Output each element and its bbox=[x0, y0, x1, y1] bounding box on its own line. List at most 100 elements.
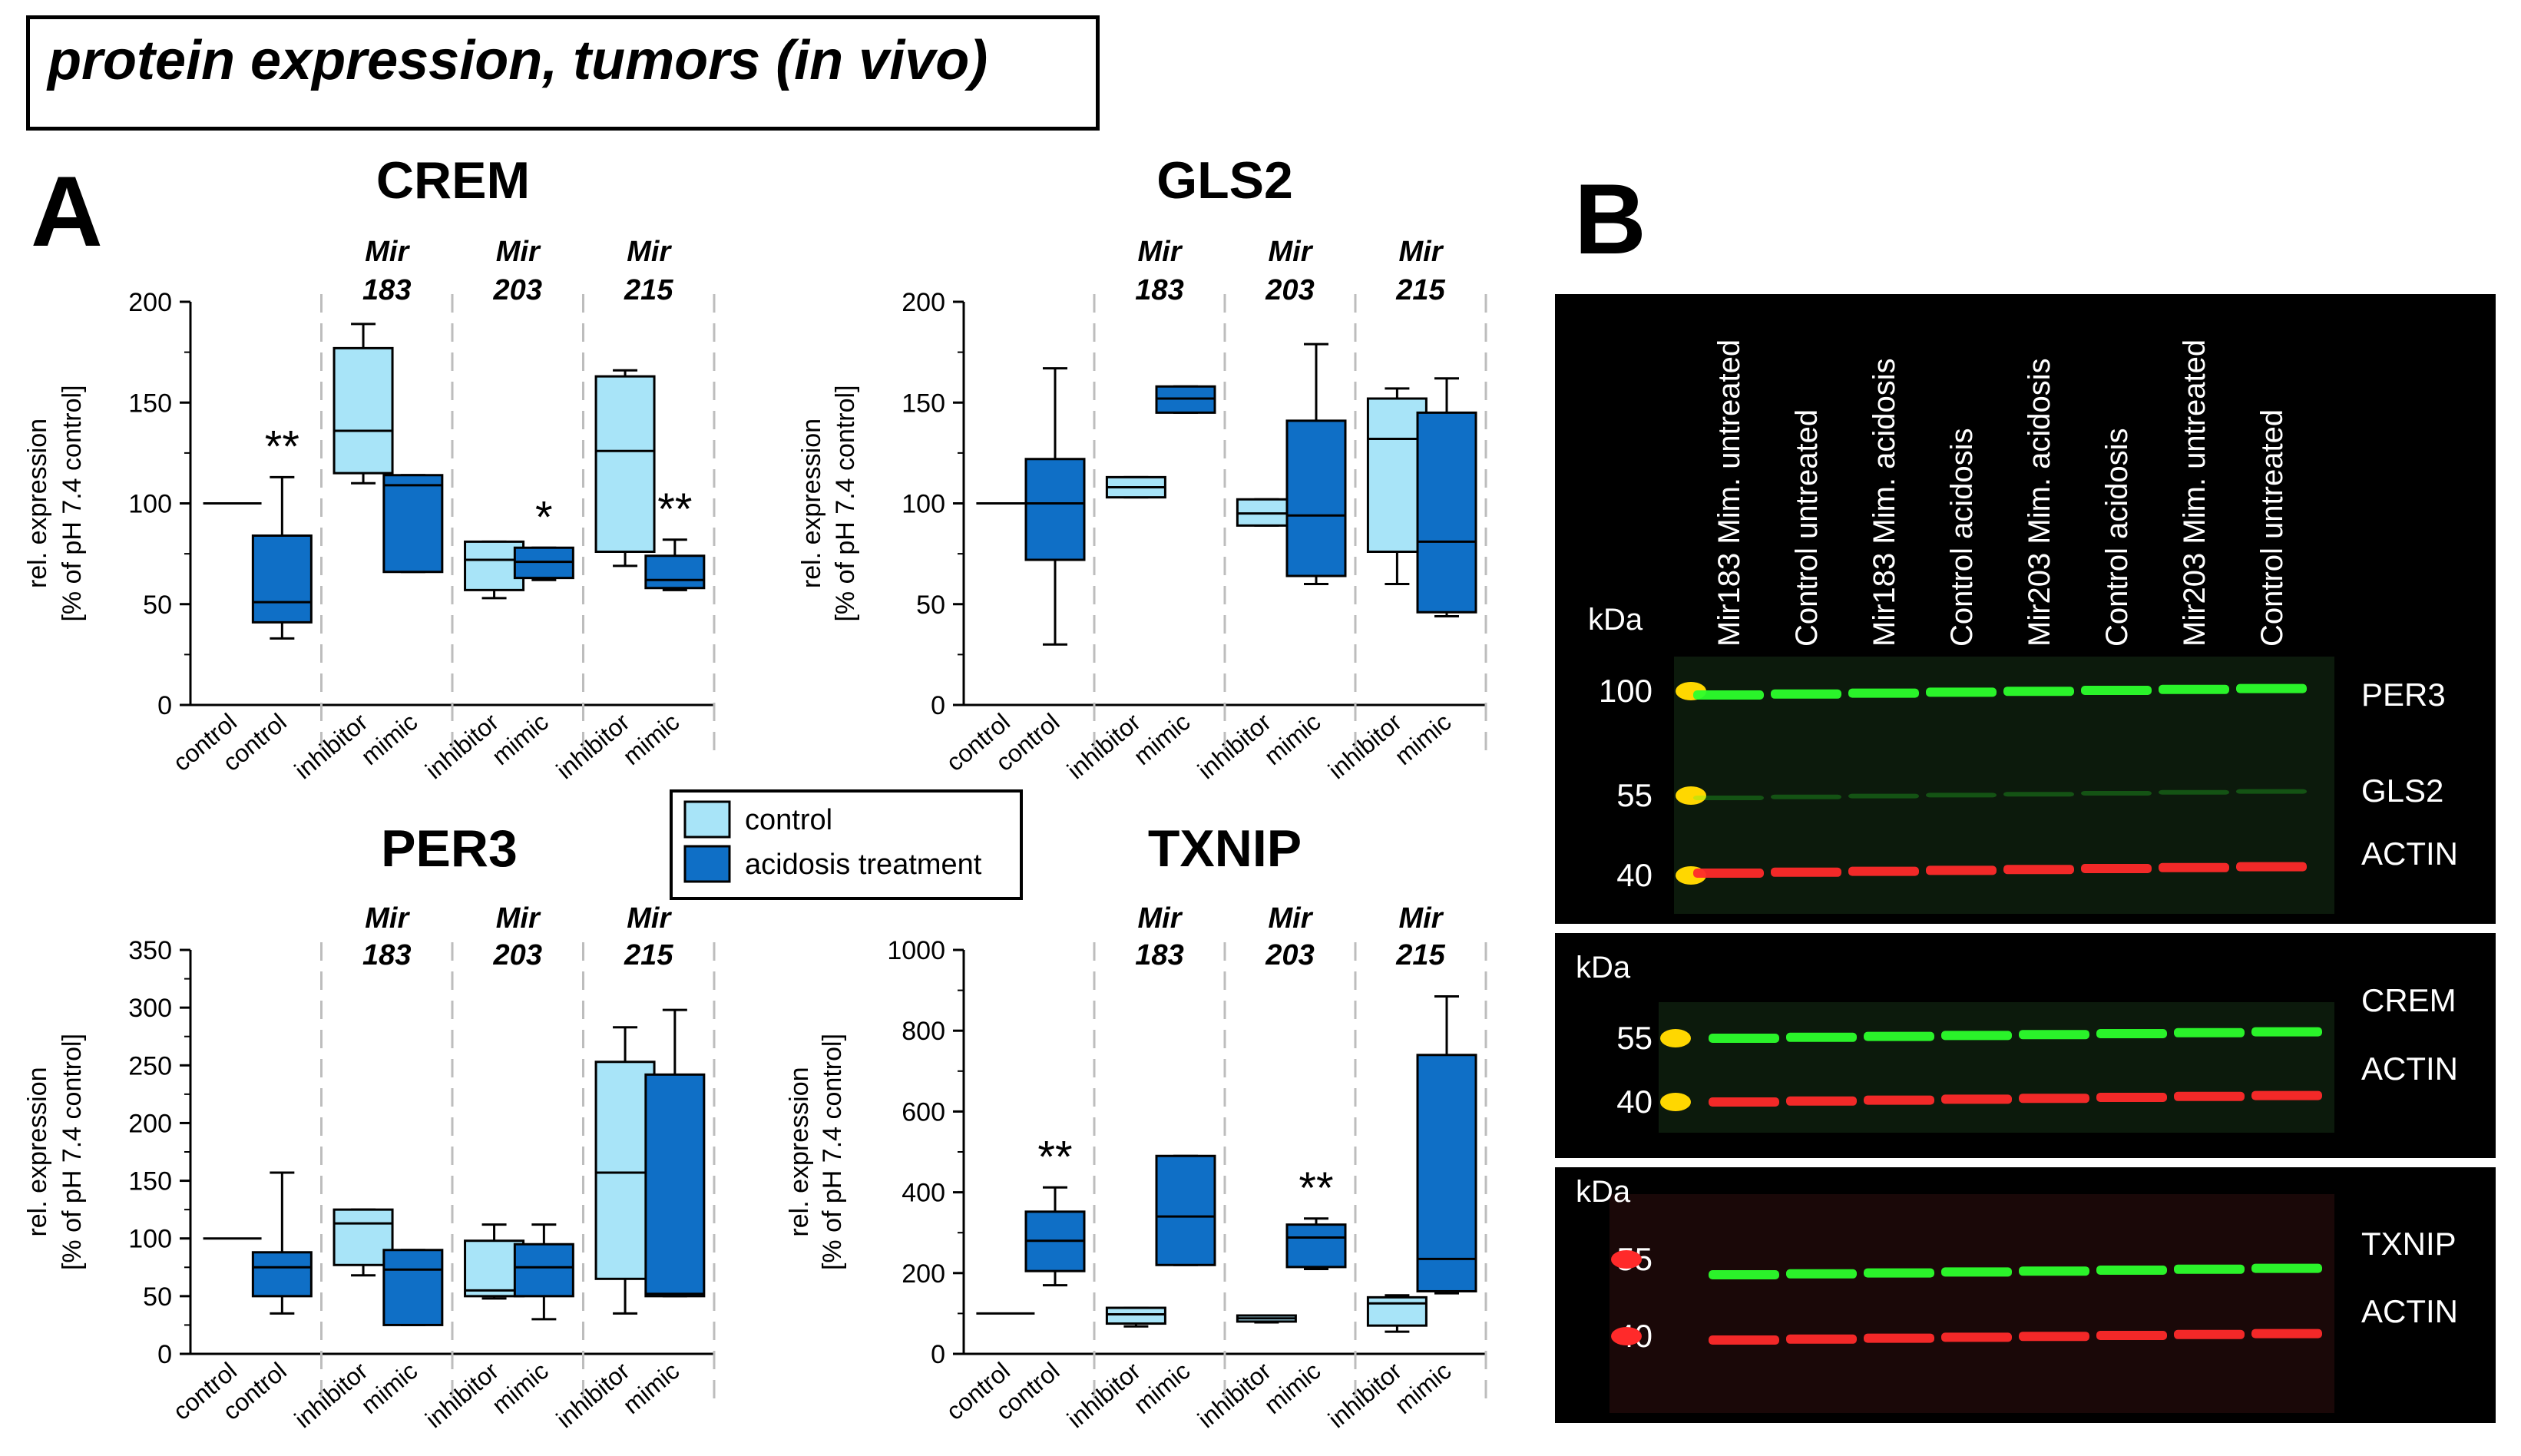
blot-band bbox=[2236, 683, 2307, 693]
y-tick-label: 100 bbox=[128, 1225, 172, 1254]
chart-title: GLS2 bbox=[1156, 151, 1293, 210]
y-tick-label: 50 bbox=[143, 591, 172, 620]
chart-title: CREM bbox=[376, 151, 530, 210]
x-tick-label: mimic bbox=[1128, 708, 1195, 770]
title-box bbox=[26, 15, 1100, 131]
x-tick-label: mimic bbox=[1389, 708, 1456, 770]
ladder-band bbox=[1660, 1029, 1691, 1047]
x-tick-label: mimic bbox=[1389, 1357, 1456, 1419]
blot-band bbox=[2251, 1263, 2322, 1273]
group-header: Mir bbox=[1399, 902, 1444, 935]
box-control bbox=[332, 323, 394, 485]
box-body bbox=[1366, 1296, 1428, 1327]
box-acidosis bbox=[1155, 385, 1216, 414]
group-header: Mir bbox=[1399, 236, 1444, 268]
group-header: Mir bbox=[365, 236, 410, 268]
y-tick-label: 250 bbox=[128, 1051, 172, 1080]
y-tick-label: 50 bbox=[916, 591, 945, 620]
box-body bbox=[1285, 419, 1347, 577]
chart-txnip: TXNIP 0 200 400 600 800 1000 rel. expression [% … bbox=[785, 819, 1487, 1433]
band-label: TXNIP bbox=[2361, 1226, 2456, 1262]
blot-band bbox=[1864, 1031, 1934, 1041]
lane-label: Mir203 Mim. acidosis bbox=[2023, 358, 2056, 647]
y-tick-label: 100 bbox=[128, 490, 172, 519]
box-body bbox=[251, 1251, 313, 1298]
blot-band bbox=[1771, 867, 1841, 877]
blot-band bbox=[2159, 862, 2229, 872]
blot-band bbox=[2159, 684, 2229, 694]
lane-label: Mir203 Mim. untreated bbox=[2178, 339, 2212, 647]
x-tick-label: mimic bbox=[617, 708, 684, 770]
kda-marker: 100 bbox=[1599, 673, 1653, 709]
kda-unit: kDa bbox=[1588, 603, 1643, 637]
box-control bbox=[1366, 1294, 1428, 1333]
y-tick-label: 1000 bbox=[887, 936, 945, 965]
western-blot: Mir183 Mim. untreated Control untreated Mi… bbox=[1555, 294, 2496, 1423]
band-label: ACTIN bbox=[2361, 1051, 2458, 1087]
box-body bbox=[644, 554, 706, 590]
y-tick-label: 150 bbox=[128, 1167, 172, 1196]
group-header: 203 bbox=[493, 274, 542, 306]
blot-band bbox=[1864, 1333, 1934, 1343]
group-header: 215 bbox=[624, 939, 673, 971]
box-body bbox=[1105, 1306, 1166, 1325]
box-body bbox=[513, 1243, 574, 1298]
x-tick-label: mimic bbox=[356, 708, 422, 770]
blot-band bbox=[1941, 1031, 2012, 1041]
ladder-band bbox=[1611, 1327, 1642, 1345]
box-body bbox=[382, 1249, 444, 1326]
y-tick-label: 200 bbox=[128, 1109, 172, 1138]
blot-band bbox=[1786, 1334, 1857, 1344]
group-header: 203 bbox=[1265, 274, 1314, 306]
group-header: Mir bbox=[496, 236, 541, 268]
group-header: 183 bbox=[362, 939, 411, 971]
box-body bbox=[332, 346, 394, 475]
y-axis-label: [% of pH 7.4 control] bbox=[58, 385, 87, 621]
y-tick-label: 400 bbox=[902, 1179, 945, 1208]
blot-band bbox=[2003, 792, 2074, 797]
box-body bbox=[1155, 1154, 1216, 1266]
box-acidosis bbox=[513, 1223, 574, 1321]
box-acidosis bbox=[1285, 342, 1347, 585]
kda-marker: 55 bbox=[1616, 777, 1653, 813]
blot-band bbox=[2251, 1329, 2322, 1339]
kda-unit: kDa bbox=[1576, 1175, 1631, 1209]
y-tick-label: 50 bbox=[143, 1282, 172, 1312]
box-body bbox=[1416, 1054, 1477, 1292]
box-body bbox=[644, 1073, 706, 1298]
blot-band bbox=[1941, 1332, 2012, 1342]
lane-label: Control acidosis bbox=[1945, 428, 1979, 647]
blot-band bbox=[2236, 862, 2307, 872]
band-label: CREM bbox=[2361, 982, 2456, 1018]
blot-band bbox=[2236, 789, 2307, 794]
kda-marker: 55 bbox=[1616, 1020, 1653, 1056]
blot-band bbox=[1926, 793, 1997, 798]
box-acidosis bbox=[644, 1008, 706, 1298]
y-axis-label: [% of pH 7.4 control] bbox=[818, 1034, 847, 1270]
y-tick-label: 0 bbox=[931, 1340, 945, 1369]
chart-title: TXNIP bbox=[1148, 819, 1302, 878]
legend-swatch bbox=[683, 800, 731, 839]
significance-label: ** bbox=[657, 485, 692, 534]
blot-band bbox=[1709, 1335, 1779, 1345]
blot-band bbox=[1709, 1034, 1779, 1043]
y-tick-label: 100 bbox=[902, 490, 945, 519]
box-control bbox=[1105, 475, 1166, 499]
blot-band bbox=[1848, 793, 1919, 799]
blot-band bbox=[2159, 789, 2229, 795]
blot-band bbox=[1693, 690, 1764, 700]
blot-band bbox=[1786, 1032, 1857, 1042]
kda-marker: 40 bbox=[1616, 1084, 1653, 1120]
blot-band bbox=[1926, 865, 1997, 875]
box-acidosis bbox=[1024, 367, 1086, 646]
group-header: 215 bbox=[1395, 274, 1445, 306]
box-body bbox=[251, 534, 313, 624]
box-control bbox=[1105, 1306, 1166, 1328]
blot-band bbox=[2174, 1264, 2245, 1274]
group-header: Mir bbox=[365, 902, 410, 935]
panel-a-label: A bbox=[31, 155, 103, 267]
group-header: 215 bbox=[1395, 939, 1445, 971]
blot-panel: kDa5540TXNIPACTIN bbox=[1576, 1175, 2458, 1413]
y-tick-label: 150 bbox=[902, 389, 945, 418]
box-acidosis: ** bbox=[644, 485, 706, 591]
